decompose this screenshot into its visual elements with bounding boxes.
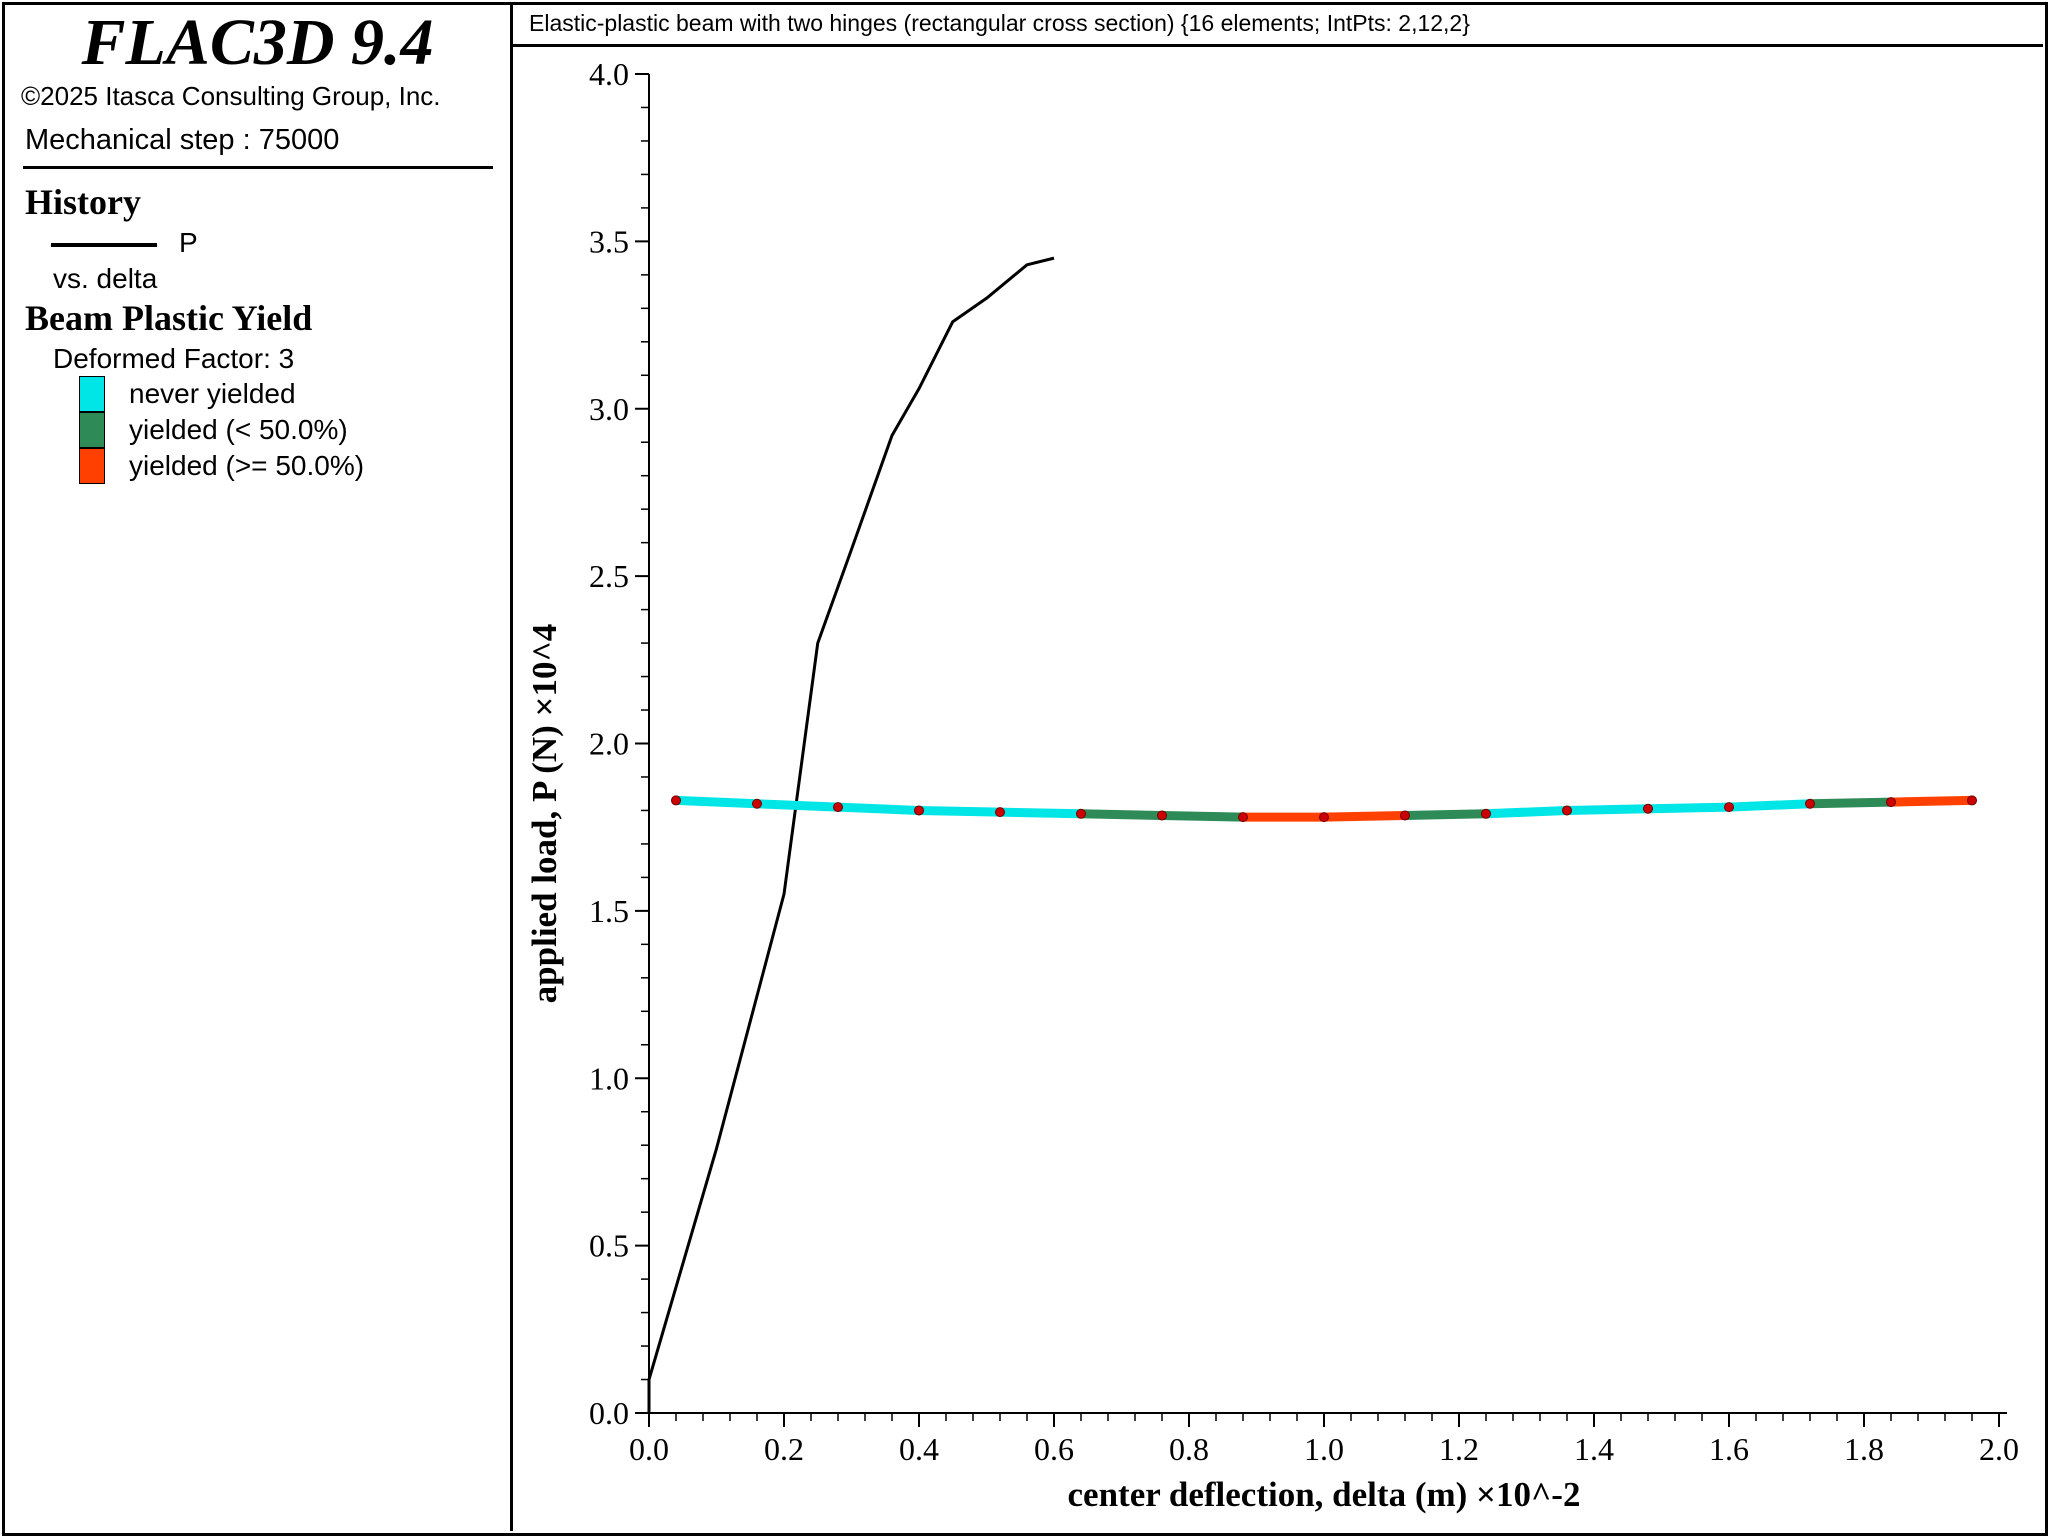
beam-element — [1809, 797, 1892, 809]
history-vs-label: vs. delta — [53, 263, 158, 294]
yield-heading: Beam Plastic Yield — [25, 298, 313, 338]
beam-element — [837, 802, 920, 815]
legend-panel: FLAC3D 9.4 ©2025 Itasca Consulting Group… — [5, 5, 513, 1531]
x-axis-title: center deflection, delta (m) ×10^-2 — [1068, 1475, 1581, 1514]
beam-element — [1485, 805, 1568, 819]
x-tick-label: 1.0 — [1304, 1431, 1344, 1467]
beam-element — [1404, 809, 1487, 820]
swatch-yielded-high — [79, 448, 105, 484]
y-tick-label: 0.0 — [589, 1395, 629, 1431]
beam-node — [671, 795, 681, 806]
beam-node — [1076, 808, 1086, 819]
history-series-line — [647, 256, 1055, 1413]
beam-node — [1562, 805, 1572, 816]
label-yielded-low: yielded (< 50.0%) — [129, 414, 348, 445]
beam-element — [1890, 795, 1973, 807]
x-tick-label: 2.0 — [1979, 1431, 2019, 1467]
x-tick-label: 0.4 — [899, 1431, 939, 1467]
legend-divider — [23, 166, 493, 169]
y-tick-label: 1.0 — [589, 1060, 629, 1096]
app-title: FLAC3D 9.4 — [81, 6, 434, 79]
label-yielded-high: yielded (>= 50.0%) — [129, 450, 365, 481]
history-layer — [647, 256, 1055, 1413]
beam-node — [1157, 810, 1167, 821]
beam-node — [1805, 798, 1815, 809]
beam-node — [1724, 802, 1734, 813]
copyright-text: ©2025 Itasca Consulting Group, Inc. — [21, 81, 441, 111]
x-tick-label: 0.6 — [1034, 1431, 1074, 1467]
beam-element — [1728, 799, 1811, 812]
beam-node — [1643, 803, 1653, 814]
x-tick-label: 1.2 — [1439, 1431, 1479, 1467]
beam-node — [1400, 810, 1410, 821]
history-series-label: P — [179, 227, 198, 258]
x-tick-label: 0.8 — [1169, 1431, 1209, 1467]
y-tick-label: 3.5 — [589, 223, 629, 259]
beam-element — [1161, 810, 1244, 822]
swatch-never-yielded — [79, 376, 105, 412]
x-tick-label: 0.2 — [764, 1431, 804, 1467]
beam-element — [999, 807, 1082, 819]
chart: 0.0 0.5 1.0 1.5 2.0 2.5 3.0 3.5 4.0 0.0 0.2 0.4 0.6 0… — [525, 56, 2019, 1514]
beam-element — [1080, 809, 1163, 820]
history-heading: History — [25, 182, 141, 222]
beam-element — [675, 795, 758, 809]
y-tick-label: 2.0 — [589, 726, 629, 762]
mechanical-step: Mechanical step : 75000 — [25, 124, 340, 156]
x-tick-label: 1.4 — [1574, 1431, 1614, 1467]
axis-labels: 0.0 0.5 1.0 1.5 2.0 2.5 3.0 3.5 4.0 0.0 0.2 0.4 0.6 0… — [525, 56, 2019, 1514]
y-tick-label: 3.0 — [589, 391, 629, 427]
beam-node — [1967, 795, 1977, 806]
x-tick-label: 0.0 — [629, 1431, 669, 1467]
y-axis-title: applied load, P (N) ×10^4 — [525, 624, 564, 1004]
beam-node — [1886, 797, 1896, 808]
label-never-yielded: never yielded — [129, 378, 296, 409]
chart-axes — [635, 73, 2007, 1427]
beam-element — [1323, 810, 1406, 822]
plot-title: Elastic-plastic beam with two hinges (re… — [529, 10, 1470, 36]
beam-node — [1481, 808, 1491, 819]
beam-element — [756, 799, 839, 812]
history-line-swatch — [51, 243, 157, 247]
beam-element — [1566, 804, 1649, 815]
x-tick-label: 1.6 — [1709, 1431, 1749, 1467]
deformed-factor: Deformed Factor: 3 — [53, 343, 295, 374]
x-tick-label: 1.8 — [1844, 1431, 1884, 1467]
beam-node — [752, 798, 762, 809]
y-tick-label: 1.5 — [589, 893, 629, 929]
plot-header: Elastic-plastic beam with two hinges (re… — [513, 5, 2043, 47]
y-tick-label: 2.5 — [589, 558, 629, 594]
y-tick-label: 0.5 — [589, 1228, 629, 1264]
beam-element — [1647, 802, 1730, 814]
beam-element — [918, 805, 1001, 817]
beam-layer — [671, 795, 1977, 823]
beam-node — [1319, 812, 1329, 823]
y-tick-label: 4.0 — [589, 56, 629, 92]
swatch-yielded-low — [79, 412, 105, 448]
beam-node — [995, 807, 1005, 818]
beam-node — [914, 805, 924, 816]
beam-node — [833, 802, 843, 813]
beam-node — [1238, 812, 1248, 823]
